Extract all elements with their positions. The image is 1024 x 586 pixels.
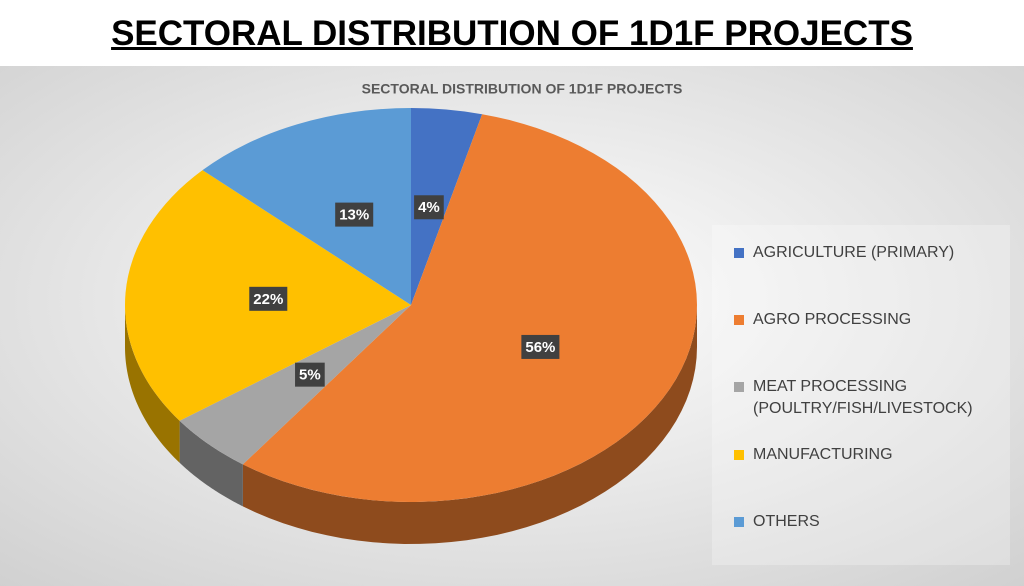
data-label-box [295, 362, 325, 387]
data-label-text: 56% [525, 339, 555, 356]
legend-item: MEAT PROCESSING (POULTRY/FISH/LIVESTOCK) [734, 376, 1004, 420]
legend-label: MEAT PROCESSING (POULTRY/FISH/LIVESTOCK) [753, 378, 973, 417]
data-label-text: 5% [299, 367, 321, 384]
data-label-text: 13% [339, 207, 369, 224]
data-label-text: 22% [253, 291, 283, 308]
chart-title: SECTORAL DISTRIBUTION OF 1D1F PROJECTS [362, 81, 683, 97]
data-label-text: 4% [418, 199, 440, 216]
legend: AGRICULTURE (PRIMARY) AGRO PROCESSING MEAT… [712, 225, 1010, 565]
legend-label: OTHERS [753, 513, 820, 530]
legend-swatch [734, 315, 744, 325]
data-label: 4% [414, 195, 444, 220]
legend-label: AGRICULTURE (PRIMARY) [753, 244, 955, 261]
data-label-box [521, 334, 560, 359]
data-label-box [414, 195, 444, 220]
legend-swatch [734, 517, 744, 527]
pie-slice-side [179, 420, 243, 507]
data-label: 22% [249, 286, 288, 311]
legend-item: MANUFACTURING [734, 444, 1004, 466]
data-label: 13% [335, 202, 374, 227]
pie-slice [242, 114, 698, 503]
legend-swatch [734, 382, 744, 392]
slide-title: SECTORAL DISTRIBUTION OF 1D1F PROJECTS [111, 14, 913, 53]
legend-item: OTHERS [734, 511, 1004, 533]
legend-label: MANUFACTURING [753, 446, 893, 463]
legend-item: AGRICULTURE (PRIMARY) [734, 242, 1004, 264]
legend-label: AGRO PROCESSING [753, 311, 912, 328]
pie-slice [411, 108, 483, 305]
legend-swatch [734, 248, 744, 258]
pie-slice [202, 108, 411, 305]
data-label: 56% [521, 334, 560, 359]
legend-item: AGRO PROCESSING [734, 309, 1004, 331]
pie: 4% 56% 5% 22% 13% [125, 108, 698, 544]
data-label-box [335, 202, 374, 227]
pie-slice-side [242, 305, 697, 544]
pie-slice-side [125, 305, 180, 463]
legend-swatch [734, 450, 744, 460]
data-label: 5% [295, 362, 325, 387]
data-label-box [249, 286, 288, 311]
